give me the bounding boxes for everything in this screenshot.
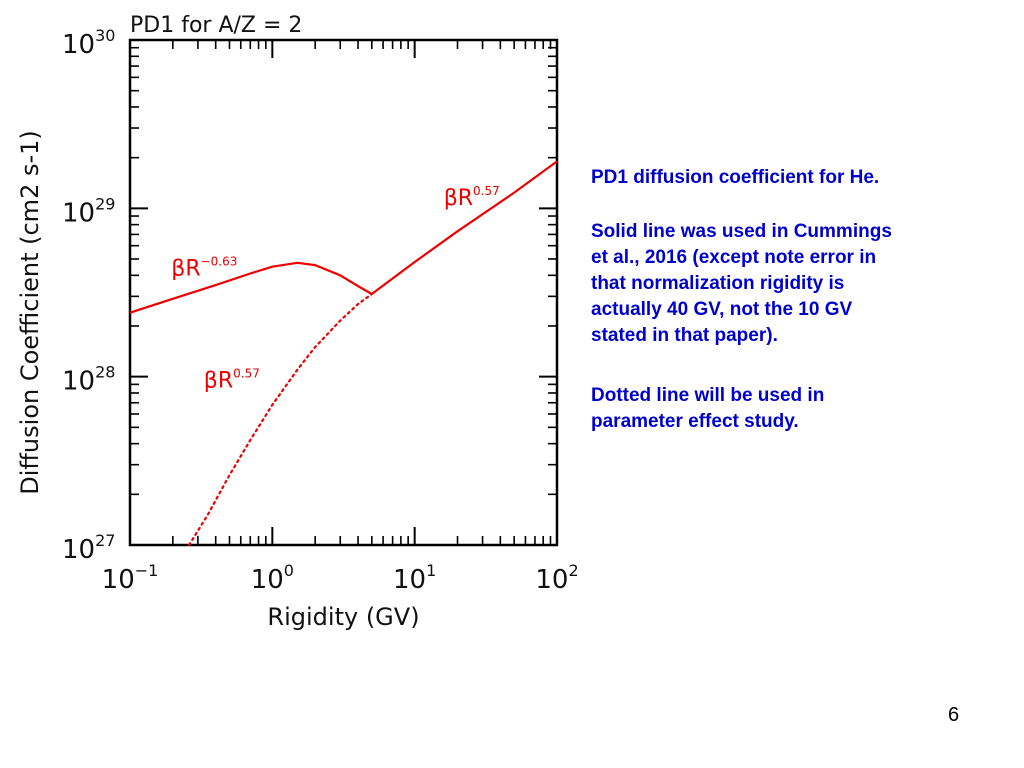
y-tick-label: 1027 xyxy=(62,531,115,565)
notes-line: that normalization rigidity is xyxy=(591,273,845,294)
tick-base: 10 xyxy=(535,565,568,595)
x-tick-label: 102 xyxy=(535,561,578,595)
notes-title: PD1 diffusion coefficient for He. xyxy=(591,167,880,188)
chart-title: PD1 for A/Z = 2 xyxy=(130,13,302,38)
x-axis-label: Rigidity (GV) xyxy=(267,603,419,631)
x-tick-label: 100 xyxy=(251,561,294,595)
y-tick-label: 1028 xyxy=(62,363,115,397)
series-dotted-line xyxy=(188,292,373,547)
tick-base: 10 xyxy=(393,565,426,595)
tick-base: 10 xyxy=(251,565,284,595)
series-group xyxy=(129,160,558,547)
tick-exponent: −1 xyxy=(135,561,159,580)
notes-line: parameter effect study. xyxy=(591,411,799,432)
series-solid-line xyxy=(129,160,558,314)
notes-paragraph-1: Solid line was used in Cummings et al., … xyxy=(591,219,971,349)
tick-exponent: 27 xyxy=(95,531,115,550)
slide-number: 6 xyxy=(948,704,960,726)
tick-base: 10 xyxy=(102,565,135,595)
y-axis-label: Diffusion Coefficient (cm2 s-1) xyxy=(16,130,44,495)
y-tick-label: 1030 xyxy=(62,26,115,60)
annotation-low: βR0.57 xyxy=(204,367,260,394)
annotation-base: βR xyxy=(171,256,200,281)
annotation-base: βR xyxy=(204,369,233,394)
notes-line: et al., 2016 (except note error in xyxy=(591,247,877,268)
y-tick-label: 1029 xyxy=(62,194,115,228)
annotation-exponent: 0.57 xyxy=(233,367,260,381)
tick-marks-group xyxy=(129,39,558,546)
x-tick-label: 101 xyxy=(393,561,436,595)
plot-frame-group xyxy=(128,38,559,547)
annotation-neg: βR−0.63 xyxy=(171,254,237,281)
tick-exponent: 1 xyxy=(426,561,436,580)
annotation-base: βR xyxy=(444,186,473,211)
tick-base: 10 xyxy=(62,198,95,228)
tick-exponent: 29 xyxy=(95,194,115,213)
tick-exponent: 0 xyxy=(284,561,294,580)
annotation-exponent: −0.63 xyxy=(201,254,238,268)
tick-base: 10 xyxy=(62,535,95,565)
plot-frame xyxy=(128,38,559,547)
tick-base: 10 xyxy=(62,30,95,60)
tick-exponent: 28 xyxy=(95,363,115,382)
annotation-high: βR0.57 xyxy=(444,184,500,211)
tick-exponent: 2 xyxy=(568,561,578,580)
tick-base: 10 xyxy=(62,367,95,397)
notes-line: stated in that paper). xyxy=(591,325,778,346)
x-tick-label: 10−1 xyxy=(102,561,159,595)
notes-line: Dotted line will be used in xyxy=(591,385,825,406)
annotation-exponent: 0.57 xyxy=(473,184,500,198)
notes-line: Solid line was used in Cummings xyxy=(591,221,892,242)
notes-paragraph-2: Dotted line will be used in parameter ef… xyxy=(591,383,971,435)
tick-exponent: 30 xyxy=(95,26,115,45)
notes-line: actually 40 GV, not the 10 GV xyxy=(591,299,853,320)
